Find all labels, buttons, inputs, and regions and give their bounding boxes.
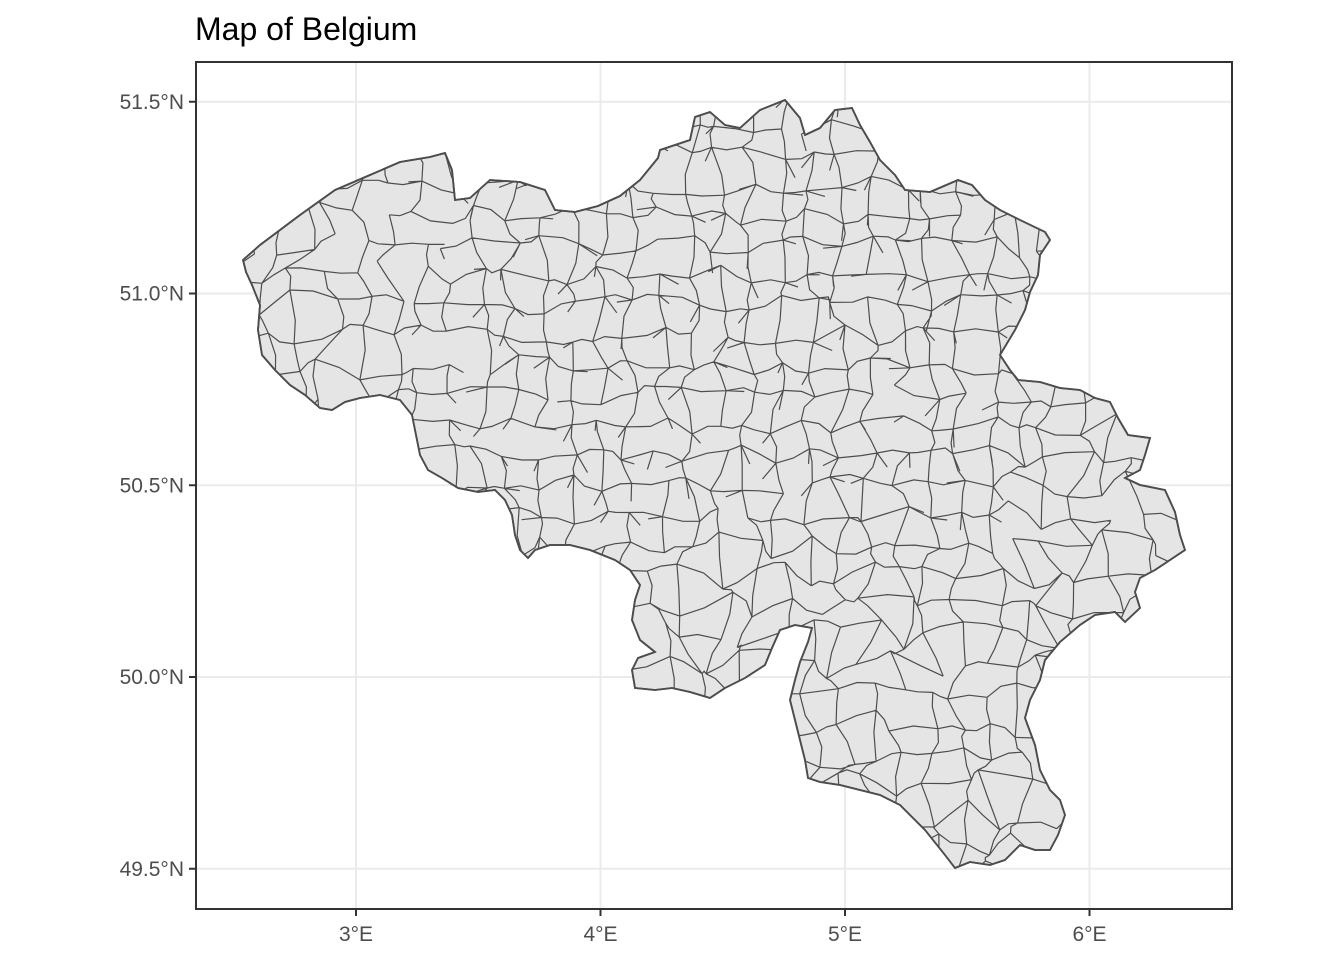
y-axis: 49.5°N 50.0°N 50.5°N 51.0°N 51.5°N [120,91,196,881]
x-tick-label: 4°E [583,923,617,946]
map-title: Map of Belgium [195,11,417,47]
belgium-map [241,98,1187,870]
x-axis: 3°E 4°E 5°E 6°E [339,909,1107,946]
y-tick-label: 50.5°N [120,474,184,497]
y-tick-label: 51.5°N [120,91,184,114]
x-tick-label: 6°E [1072,923,1106,946]
x-tick-label: 3°E [339,923,373,946]
y-tick-label: 50.0°N [120,666,184,689]
x-tick-label: 5°E [828,923,862,946]
y-tick-label: 51.0°N [120,283,184,306]
belgium-border [241,98,1187,870]
y-tick-label: 49.5°N [120,858,184,881]
